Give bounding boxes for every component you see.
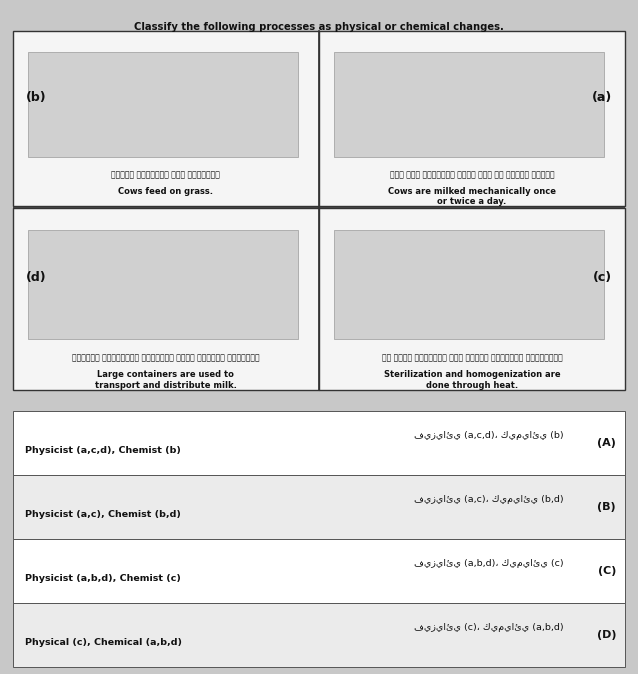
Text: (a): (a) (591, 91, 612, 104)
FancyBboxPatch shape (319, 31, 625, 206)
Text: (C): (C) (598, 566, 616, 576)
Text: فيزيائي (a,c,d)، كيميائي (b): فيزيائي (a,c,d)، كيميائي (b) (414, 431, 564, 439)
FancyBboxPatch shape (28, 230, 297, 339)
Text: فيزيائي (c)، كيميائي (a,b,d): فيزيائي (c)، كيميائي (a,b,d) (414, 623, 564, 632)
Text: Large containers are used to
transport and distribute milk.: Large containers are used to transport a… (95, 370, 237, 390)
Text: تتغذى الأبقار على الحشائش: تتغذى الأبقار على الحشائش (112, 171, 220, 180)
Text: Physicist (a,c,d), Chemist (b): Physicist (a,c,d), Chemist (b) (25, 446, 181, 455)
Text: Physical (c), Chemical (a,b,d): Physical (c), Chemical (a,b,d) (25, 638, 182, 648)
FancyBboxPatch shape (319, 208, 625, 390)
Text: Cows feed on grass.: Cows feed on grass. (119, 187, 213, 195)
Text: فيزيائي (a,c)، كيميائي (b,d): فيزيائي (a,c)، كيميائي (b,d) (414, 495, 564, 504)
Text: يتم حلب الأبقار آليا مره او مرتين يوميا: يتم حلب الأبقار آليا مره او مرتين يوميا (390, 171, 554, 180)
FancyBboxPatch shape (13, 475, 625, 539)
Text: (B): (B) (597, 502, 616, 512)
Text: (A): (A) (597, 438, 616, 448)
Text: Classify the following processes as physical or chemical changes.: Classify the following processes as phys… (134, 22, 504, 32)
Text: (c): (c) (593, 270, 612, 284)
Text: فيزيائي (a,b,d)، كيميائي (c): فيزيائي (a,b,d)، كيميائي (c) (414, 559, 564, 568)
Text: (b): (b) (26, 91, 47, 104)
Text: Physicist (a,b,d), Chemist (c): Physicist (a,b,d), Chemist (c) (25, 574, 181, 583)
Text: Physicist (a,c), Chemist (b,d): Physicist (a,c), Chemist (b,d) (25, 510, 181, 519)
Text: Sterilization and homogenization are
done through heat.: Sterilization and homogenization are don… (384, 370, 560, 390)
Text: (d): (d) (26, 270, 47, 284)
Text: عن طريق الحرارة تتم عملية التعقيم والتجانس: عن طريق الحرارة تتم عملية التعقيم والتجا… (382, 354, 563, 363)
FancyBboxPatch shape (13, 539, 625, 603)
FancyBboxPatch shape (13, 31, 319, 206)
Text: تستخدم الحاويات الكبيره لنقل الحليب وتوزيعه: تستخدم الحاويات الكبيره لنقل الحليب وتوز… (72, 354, 260, 363)
FancyBboxPatch shape (28, 52, 297, 157)
Text: (D): (D) (597, 630, 616, 640)
FancyBboxPatch shape (334, 230, 604, 339)
FancyBboxPatch shape (13, 603, 625, 667)
FancyBboxPatch shape (13, 208, 319, 390)
Text: Cows are milked mechanically once
or twice a day.: Cows are milked mechanically once or twi… (388, 187, 556, 206)
FancyBboxPatch shape (334, 52, 604, 157)
FancyBboxPatch shape (13, 411, 625, 475)
